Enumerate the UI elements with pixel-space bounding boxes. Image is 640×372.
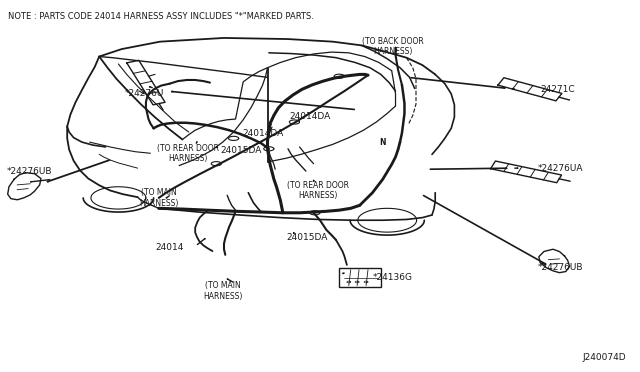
Text: (TO REAR DOOR
HARNESS): (TO REAR DOOR HARNESS) [157, 144, 219, 163]
Text: (TO REAR DOOR
HARNESS): (TO REAR DOOR HARNESS) [287, 181, 349, 200]
Text: 24271C: 24271C [541, 85, 575, 94]
Text: 24015DA: 24015DA [287, 233, 328, 242]
Text: 24014: 24014 [156, 243, 184, 252]
Text: *24276UA: *24276UA [538, 164, 583, 173]
Text: *24276UB: *24276UB [6, 167, 52, 176]
Text: J240074D: J240074D [582, 353, 626, 362]
Text: 24014DA: 24014DA [242, 129, 283, 138]
Text: 24014DA: 24014DA [289, 112, 330, 121]
Text: (TO BACK DOOR
HARNESS): (TO BACK DOOR HARNESS) [362, 37, 423, 56]
Text: (TO MAIN
HARNESS): (TO MAIN HARNESS) [204, 281, 243, 301]
Text: 24015DA: 24015DA [221, 146, 262, 155]
Text: *24136G: *24136G [372, 273, 412, 282]
Text: *24276UB: *24276UB [538, 263, 583, 272]
Text: N: N [380, 138, 386, 147]
Text: (TO MAIN
HARNESS): (TO MAIN HARNESS) [140, 188, 179, 208]
Text: NOTE : PARTS CODE 24014 HARNESS ASSY INCLUDES "*"MARKED PARTS.: NOTE : PARTS CODE 24014 HARNESS ASSY INC… [8, 12, 314, 21]
Text: *24276U: *24276U [125, 89, 164, 98]
